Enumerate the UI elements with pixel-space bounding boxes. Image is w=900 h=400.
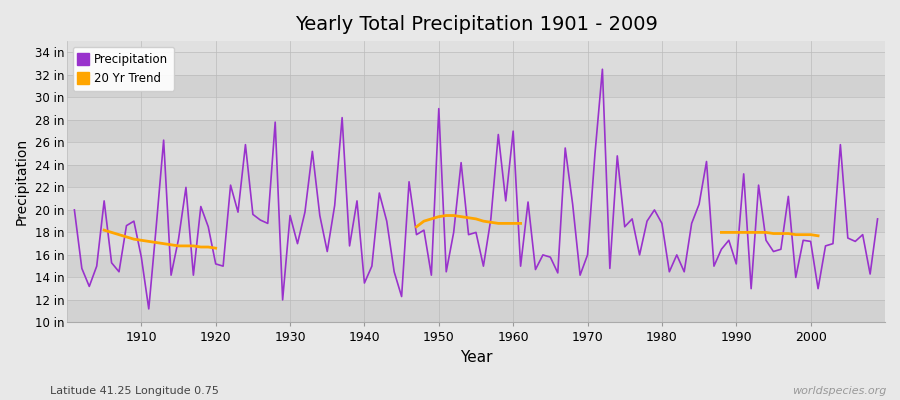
- Precipitation: [69, 208, 80, 212]
- X-axis label: Year: Year: [460, 350, 492, 365]
- Bar: [67, 300, 885, 322]
- Precipitation: [300, 210, 310, 214]
- Precipitation: [344, 244, 355, 248]
- Bar: [67, 210, 885, 232]
- Bar: [67, 142, 885, 165]
- Text: worldspecies.org: worldspecies.org: [792, 386, 886, 396]
- Precipitation: [129, 219, 140, 224]
- Bar: [67, 165, 885, 187]
- Precipitation: [597, 67, 608, 72]
- Text: Latitude 41.25 Longitude 0.75: Latitude 41.25 Longitude 0.75: [50, 386, 219, 396]
- Precipitation: [612, 154, 623, 158]
- Y-axis label: Precipitation: Precipitation: [15, 138, 29, 225]
- Bar: [67, 232, 885, 255]
- Legend: Precipitation, 20 Yr Trend: Precipitation, 20 Yr Trend: [73, 47, 174, 91]
- Bar: [67, 187, 885, 210]
- Precipitation: [515, 264, 526, 268]
- Bar: [67, 97, 885, 120]
- Title: Yearly Total Precipitation 1901 - 2009: Yearly Total Precipitation 1901 - 2009: [294, 15, 657, 34]
- Precipitation: [508, 129, 518, 134]
- Bar: [67, 52, 885, 75]
- Bar: [67, 120, 885, 142]
- Bar: [67, 255, 885, 278]
- Precipitation: [143, 306, 154, 311]
- Line: Precipitation: Precipitation: [75, 69, 878, 309]
- Bar: [67, 278, 885, 300]
- Precipitation: [872, 216, 883, 221]
- Bar: [67, 75, 885, 97]
